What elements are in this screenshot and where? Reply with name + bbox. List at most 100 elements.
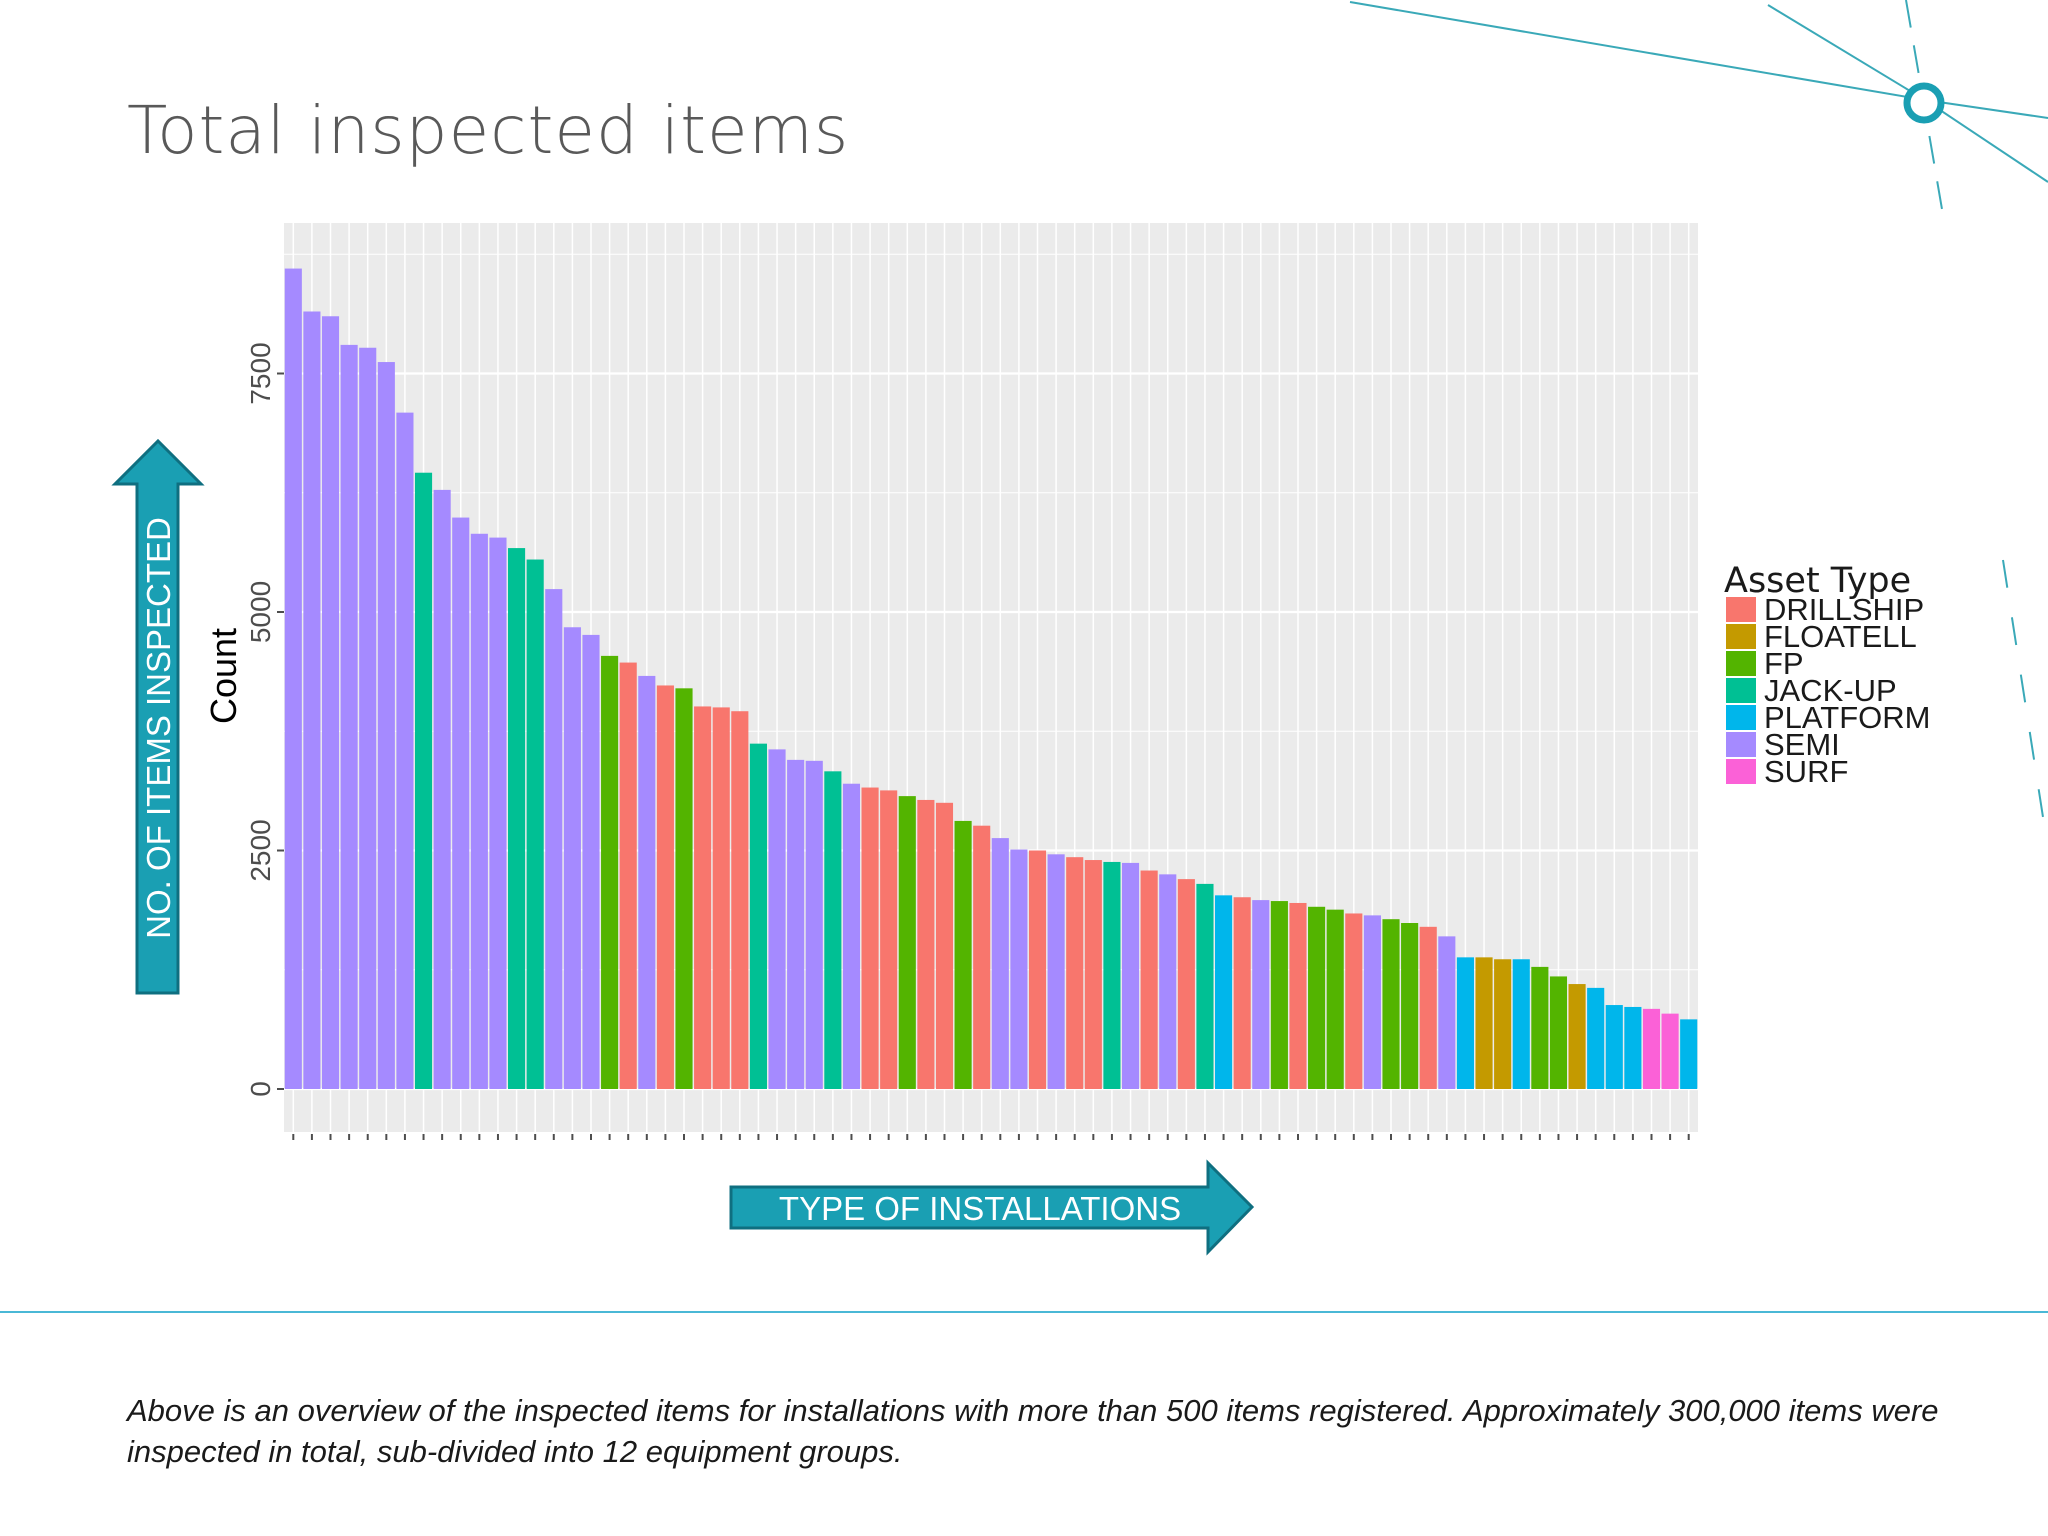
y-axis-label: Count (203, 628, 244, 724)
bar-platform (1215, 895, 1233, 1089)
bar-fp (675, 688, 693, 1089)
bar-semi (787, 759, 805, 1089)
y-tick-label: 2500 (245, 819, 276, 881)
bar-semi (842, 783, 861, 1089)
bar-fp (1401, 923, 1419, 1089)
bar-semi (340, 344, 358, 1089)
bar-semi (321, 316, 340, 1089)
y-tick-label: 7500 (245, 342, 276, 404)
legend-title: Asset Type (1724, 561, 1911, 601)
deco-dash-2 (2002, 559, 2046, 831)
legend-label-surf: SURF (1764, 754, 1848, 789)
legend-label-jack-up: JACK-UP (1764, 673, 1897, 708)
bar-drillship (917, 799, 935, 1089)
bar-semi (470, 533, 488, 1089)
bar-platform (1587, 987, 1605, 1089)
bar-floatell (1568, 984, 1586, 1089)
bar-floatell (1494, 959, 1512, 1089)
bar-fp (1326, 909, 1344, 1089)
y-arrow-label: NO. OF ITEMS INSPECTED (140, 517, 177, 939)
bar-platform (1456, 957, 1474, 1089)
legend: Asset TypeDRILLSHIPFLOATELLFPJACK-UPPLAT… (1724, 561, 1931, 789)
bar-semi (582, 634, 600, 1089)
bar-semi (545, 589, 563, 1089)
legend-label-floatell: FLOATELL (1764, 619, 1917, 654)
bar-drillship (1419, 926, 1437, 1089)
deco-line-4 (1924, 99, 2048, 183)
bar-semi (303, 311, 321, 1089)
x-arrow-shape (729, 1159, 1255, 1256)
caption-text: Above is an overview of the inspected it… (127, 1393, 1939, 1469)
bar-semi (1047, 854, 1065, 1089)
bar-drillship (1177, 879, 1195, 1089)
bar-semi (638, 675, 656, 1089)
bar-semi (452, 517, 470, 1089)
legend-label-semi: SEMI (1764, 727, 1840, 762)
bar-fp (601, 655, 619, 1089)
bar-fp (1531, 966, 1549, 1089)
y-ticks: 0 2500 5000 7500 (245, 342, 284, 1097)
legend-label-fp: FP (1764, 646, 1804, 681)
x-axis-arrow: TYPE OF INSTALLATIONS (729, 1159, 1255, 1256)
bar-semi (1363, 915, 1381, 1089)
bar-surf (1642, 1008, 1661, 1089)
bar-drillship (656, 685, 674, 1089)
bar-jack-up (1196, 883, 1214, 1089)
bar-drillship (935, 802, 954, 1089)
legend-label-drillship: DRILLSHIP (1764, 592, 1924, 627)
deco-line-3 (1767, 4, 1926, 101)
bar-semi (433, 489, 451, 1089)
legend-swatch-fp (1726, 651, 1756, 676)
legend-swatch-jack-up (1726, 678, 1756, 703)
bar-drillship (731, 711, 749, 1089)
bar-semi (359, 347, 377, 1089)
bar-drillship (1345, 913, 1363, 1089)
bar-platform (1624, 1006, 1642, 1089)
bar-semi (1121, 862, 1140, 1089)
bar-semi (284, 268, 302, 1089)
deco-line-1 (1349, 1, 1926, 101)
bar-jack-up (414, 472, 433, 1089)
bar-drillship (1028, 850, 1047, 1089)
bar-semi (768, 749, 786, 1089)
bar-drillship (1233, 897, 1251, 1089)
legend-swatch-semi (1726, 732, 1756, 757)
bar-drillship (880, 790, 898, 1089)
bar-fp (1308, 906, 1326, 1089)
bar-jack-up (1103, 861, 1121, 1089)
deco-line-2 (1924, 99, 2048, 119)
bar-drillship (712, 707, 730, 1089)
bar-semi (1010, 849, 1028, 1089)
y-arrow-shape (111, 438, 205, 995)
bar-jack-up (526, 559, 544, 1089)
legend-swatch-surf (1726, 759, 1756, 784)
bar-jack-up (824, 771, 842, 1089)
bar-fp (954, 820, 972, 1089)
page-title: Total inspected items (127, 92, 850, 169)
bar-jack-up (508, 548, 526, 1089)
legend-swatch-drillship (1726, 597, 1756, 622)
bar-fp (898, 796, 916, 1089)
bar-drillship (619, 662, 637, 1089)
bar-semi (991, 838, 1009, 1089)
legend-swatch-floatell (1726, 624, 1756, 649)
bar-platform (1605, 1005, 1623, 1089)
bar-drillship (973, 825, 991, 1089)
bar-platform (1680, 1019, 1698, 1089)
bar-semi (1438, 936, 1456, 1089)
bar-drillship (1289, 902, 1307, 1089)
bar-drillship (1066, 857, 1084, 1089)
bar-platform (1512, 959, 1530, 1089)
x-tick-marks (292, 1134, 1690, 1140)
bar-drillship (861, 787, 879, 1089)
bar-semi (805, 760, 823, 1089)
bar-surf (1661, 1013, 1679, 1089)
y-tick-label: 5000 (245, 581, 276, 643)
bar-semi (1159, 874, 1177, 1089)
legend-swatch-platform (1726, 705, 1756, 730)
bar-drillship (1084, 860, 1102, 1089)
bar-fp (1270, 901, 1288, 1089)
